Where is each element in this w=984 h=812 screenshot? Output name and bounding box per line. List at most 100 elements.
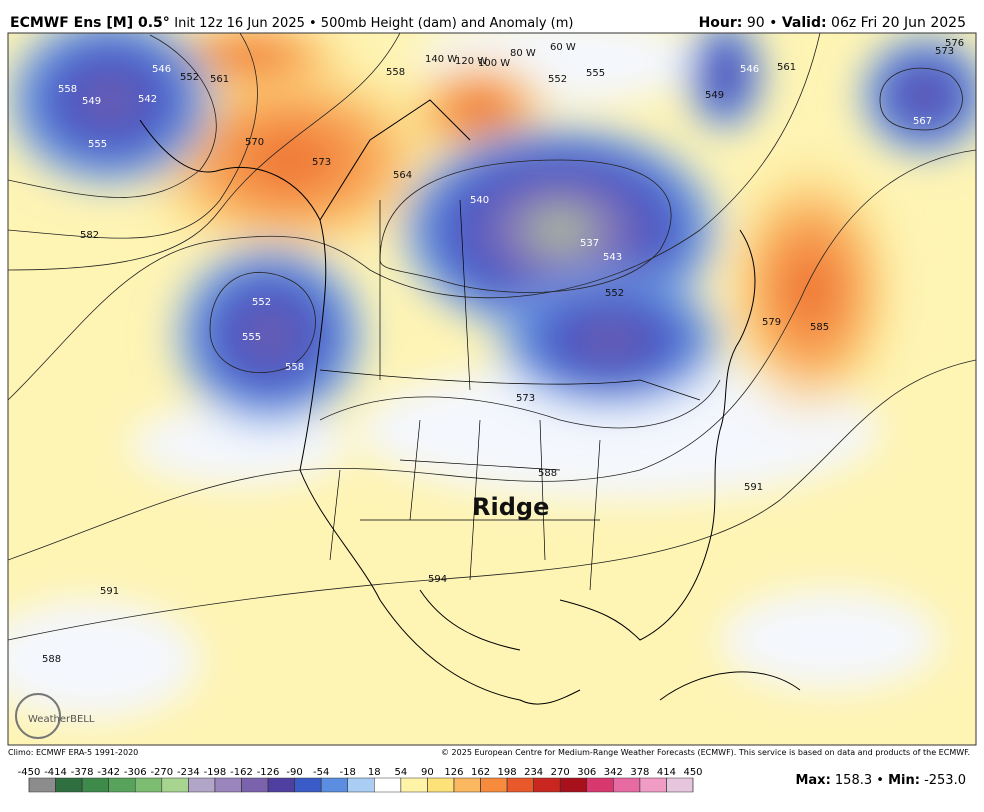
colorbar-tick-label: -162 [230, 767, 253, 778]
contour-label: 552 [252, 297, 271, 308]
header-valid: Hour: 90 • Valid: 06z Fri 20 Jun 2025 [699, 15, 966, 31]
colorbar-segment [241, 777, 269, 793]
contour-label: 564 [393, 170, 412, 181]
meridian-label: 140 W [425, 54, 457, 65]
logo-text: WeatherBELL [28, 714, 95, 725]
hour: 90 • [747, 15, 778, 31]
colorbar-segment [639, 777, 667, 793]
contour-label: 537 [580, 238, 599, 249]
contour-label: 585 [810, 322, 829, 333]
contour-label: 573 [935, 46, 954, 57]
contour-label: 555 [242, 332, 261, 343]
colorbar-segment [55, 777, 83, 793]
colorbar-segment [267, 777, 295, 793]
colorbar-segment [666, 777, 694, 793]
contour-label: 546 [740, 64, 759, 75]
colorbar-segment [374, 777, 402, 793]
contour-label: 552 [548, 74, 567, 85]
colorbar-tick-label: -306 [124, 767, 147, 778]
colorbar-segment [533, 777, 561, 793]
colorbar-tick-label: 270 [551, 767, 570, 778]
map-frame [7, 32, 977, 746]
borders [319, 199, 701, 591]
colorbar-segment [347, 777, 375, 793]
colorbar-segment [161, 777, 189, 793]
coastline [139, 99, 801, 705]
colorbar-tick-label: 126 [444, 767, 463, 778]
colorbar-tick-label: 90 [421, 767, 434, 778]
colorbar-tick-label: -270 [150, 767, 173, 778]
colorbar-segment [586, 777, 614, 793]
height-contours [8, 33, 976, 641]
colorbar-segment [294, 777, 322, 793]
colorbar-tick-label: -342 [97, 767, 120, 778]
map: 558 549 546 542 552 555 561 558 570 573 … [8, 33, 976, 745]
contour-label: 552 [605, 288, 624, 299]
valid: 06z Fri 20 Jun 2025 [831, 15, 966, 31]
contour-label: 588 [538, 468, 557, 479]
contour-label: 591 [744, 482, 763, 493]
colorbar-segment [81, 777, 109, 793]
colorbar-segment [613, 777, 641, 793]
contour-label: 552 [180, 72, 199, 83]
min-label: Min: [888, 773, 920, 788]
colorbar-tick-label: 342 [604, 767, 623, 778]
colorbar-segment [559, 777, 588, 793]
hour-label: Hour: [699, 15, 743, 31]
colorbar-tick-label: -198 [204, 767, 227, 778]
climo: Climo: ECMWF ERA-5 1991-2020 [8, 748, 138, 757]
contour-label: 543 [603, 252, 622, 263]
contour-label: 594 [428, 574, 447, 585]
footer: Climo: ECMWF ERA-5 1991-2020 © 2025 Euro… [8, 748, 970, 788]
meridian-label: 80 W [510, 48, 536, 59]
colorbar-tick-label: 450 [683, 767, 702, 778]
contour-label: 546 [152, 64, 171, 75]
contour-label: 558 [285, 362, 304, 373]
colorbar-tick-label: 234 [524, 767, 543, 778]
contour-label: 549 [705, 90, 724, 101]
min: -253.0 [924, 773, 966, 788]
colorbar-tick-label: -54 [313, 767, 329, 778]
meridian-label: 120 W [455, 56, 487, 67]
contour-labels: 558 549 546 542 552 555 561 558 570 573 … [42, 38, 964, 665]
contour-label: 561 [777, 62, 796, 73]
logo: WeatherBELL [15, 693, 95, 739]
colorbar-tick-label: -378 [71, 767, 94, 778]
description: Init 12z 16 Jun 2025 • 500mb Height (dam… [174, 16, 573, 31]
colorbar-tick-label: -414 [44, 767, 67, 778]
contour-label: 582 [80, 230, 99, 241]
colorbar-segment [506, 777, 534, 793]
contour-label: 561 [210, 74, 229, 85]
header: ECMWF Ens [M] 0.5° Init 12z 16 Jun 2025 … [10, 15, 966, 31]
meridian-label: 100 W [478, 58, 510, 69]
colorbar-segment [400, 777, 428, 793]
contour-label: 567 [913, 116, 932, 127]
contour-label: 555 [88, 139, 107, 150]
header-title: ECMWF Ens [M] 0.5° Init 12z 16 Jun 2025 … [10, 15, 573, 31]
contour-label: 540 [470, 195, 489, 206]
contour-label: 579 [762, 317, 781, 328]
contour-label: 558 [386, 67, 405, 78]
meridian-label: 60 W [550, 42, 576, 53]
colorbar-tick-label: 162 [471, 767, 490, 778]
contour-label: 570 [245, 137, 264, 148]
colorbar-tick-label: 54 [394, 767, 407, 778]
colorbar-segment [320, 777, 348, 793]
contour-label: 573 [516, 393, 535, 404]
contour-label: 573 [312, 157, 331, 168]
contour-label: 555 [586, 68, 605, 79]
contour-label: 542 [138, 94, 157, 105]
colorbar-tick-label: -234 [177, 767, 200, 778]
colorbar-segment [28, 777, 56, 793]
max-min: Max: 158.3 • Min: -253.0 [795, 773, 966, 788]
contour-label: 591 [100, 586, 119, 597]
copyright: © 2025 European Centre for Medium-Range … [441, 748, 970, 757]
colorbar-segment [480, 777, 508, 793]
colorbar-tick-label: 306 [577, 767, 596, 778]
contour-label: 549 [82, 96, 101, 107]
colorbar-segment [427, 777, 455, 793]
colorbar-segment [188, 777, 216, 793]
contour-label: 558 [58, 84, 77, 95]
colorbar-tick-label: 414 [657, 767, 676, 778]
